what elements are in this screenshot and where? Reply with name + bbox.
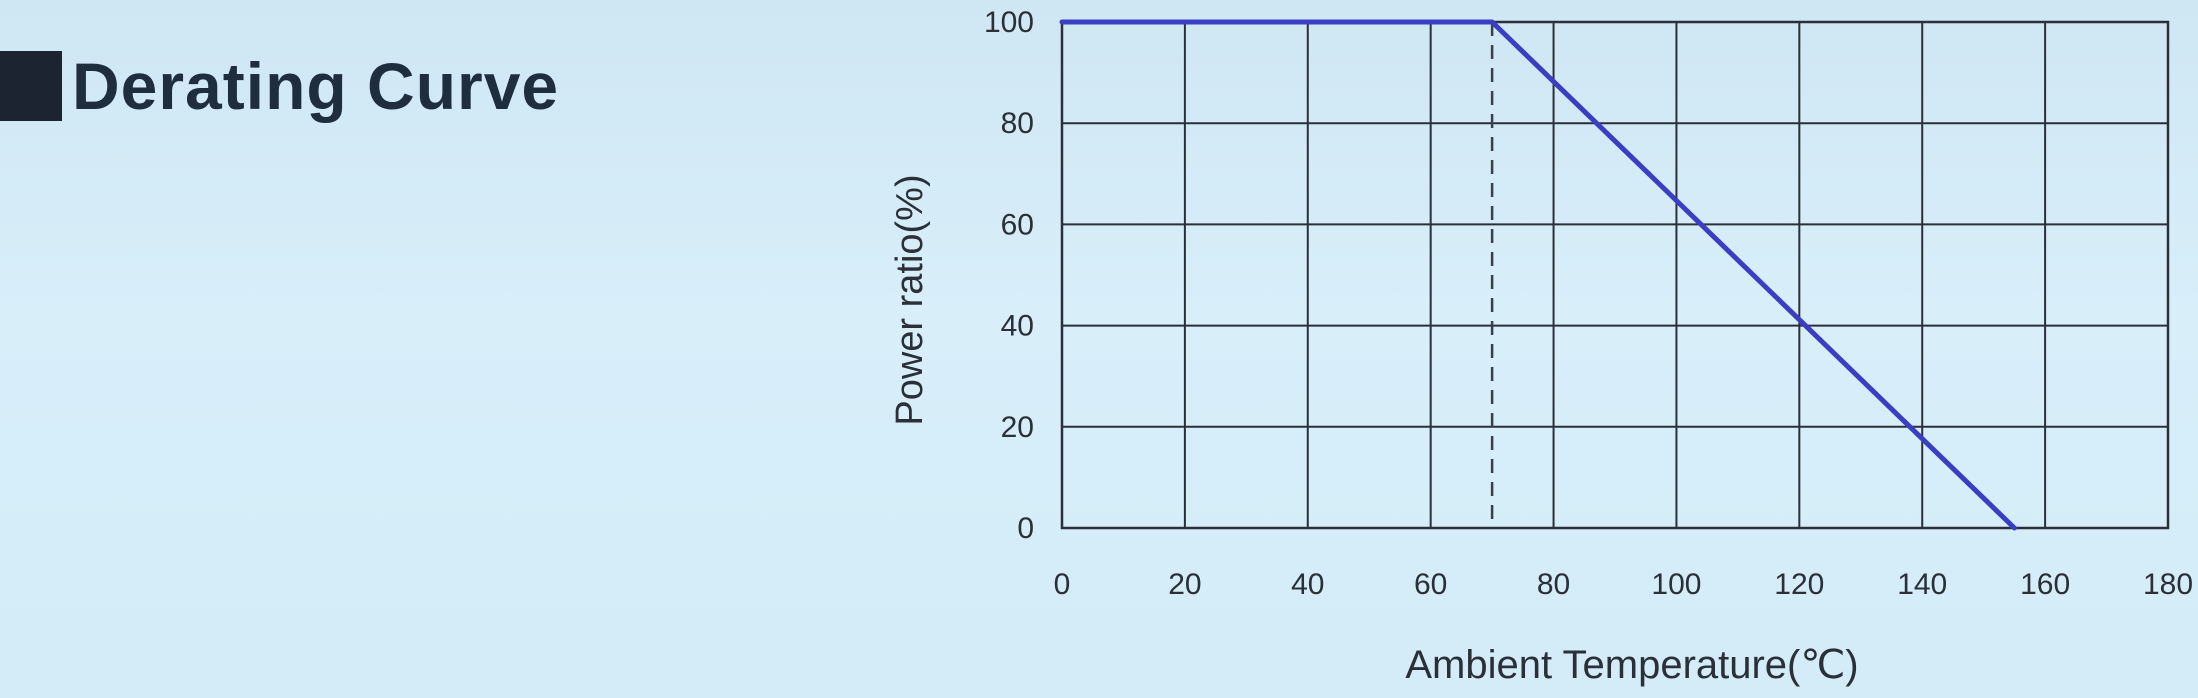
y-tick-label-80: 80: [1001, 107, 1034, 140]
y-tick-label-100: 100: [984, 6, 1034, 39]
y-tick-label-60: 60: [1001, 208, 1034, 241]
y-axis-label: Power ratio(%): [889, 174, 931, 425]
x-tick-label-0: 0: [1054, 568, 1071, 601]
heading-text: Derating Curve: [72, 49, 560, 123]
heading-bullet-square: [0, 51, 62, 121]
x-tick-label-80: 80: [1537, 568, 1570, 601]
y-tick-label-40: 40: [1001, 310, 1034, 343]
x-tick-labels: 0 20 40 60 80 100 120 140 160 180: [1054, 568, 2193, 601]
x-axis-label: Ambient Temperature(℃): [1405, 643, 1858, 687]
x-tick-label-60: 60: [1414, 568, 1447, 601]
y-tick-labels: 0 20 40 60 80 100: [984, 6, 1034, 545]
chart-grid: [1060, 20, 2170, 530]
x-tick-label-100: 100: [1651, 568, 1701, 601]
plot-frame: [1060, 20, 2170, 530]
x-tick-label-160: 160: [2020, 568, 2070, 601]
y-tick-label-20: 20: [1001, 411, 1034, 444]
x-tick-label-40: 40: [1291, 568, 1324, 601]
section-heading: Derating Curve: [0, 48, 559, 124]
series-group: [1059, 19, 2017, 531]
y-tick-label-0: 0: [1017, 512, 1034, 545]
x-tick-label-140: 140: [1897, 568, 1947, 601]
x-tick-label-120: 120: [1774, 568, 1824, 601]
x-tick-label-20: 20: [1168, 568, 1201, 601]
series-line-0: [1059, 19, 2017, 531]
x-tick-label-180: 180: [2143, 568, 2193, 601]
